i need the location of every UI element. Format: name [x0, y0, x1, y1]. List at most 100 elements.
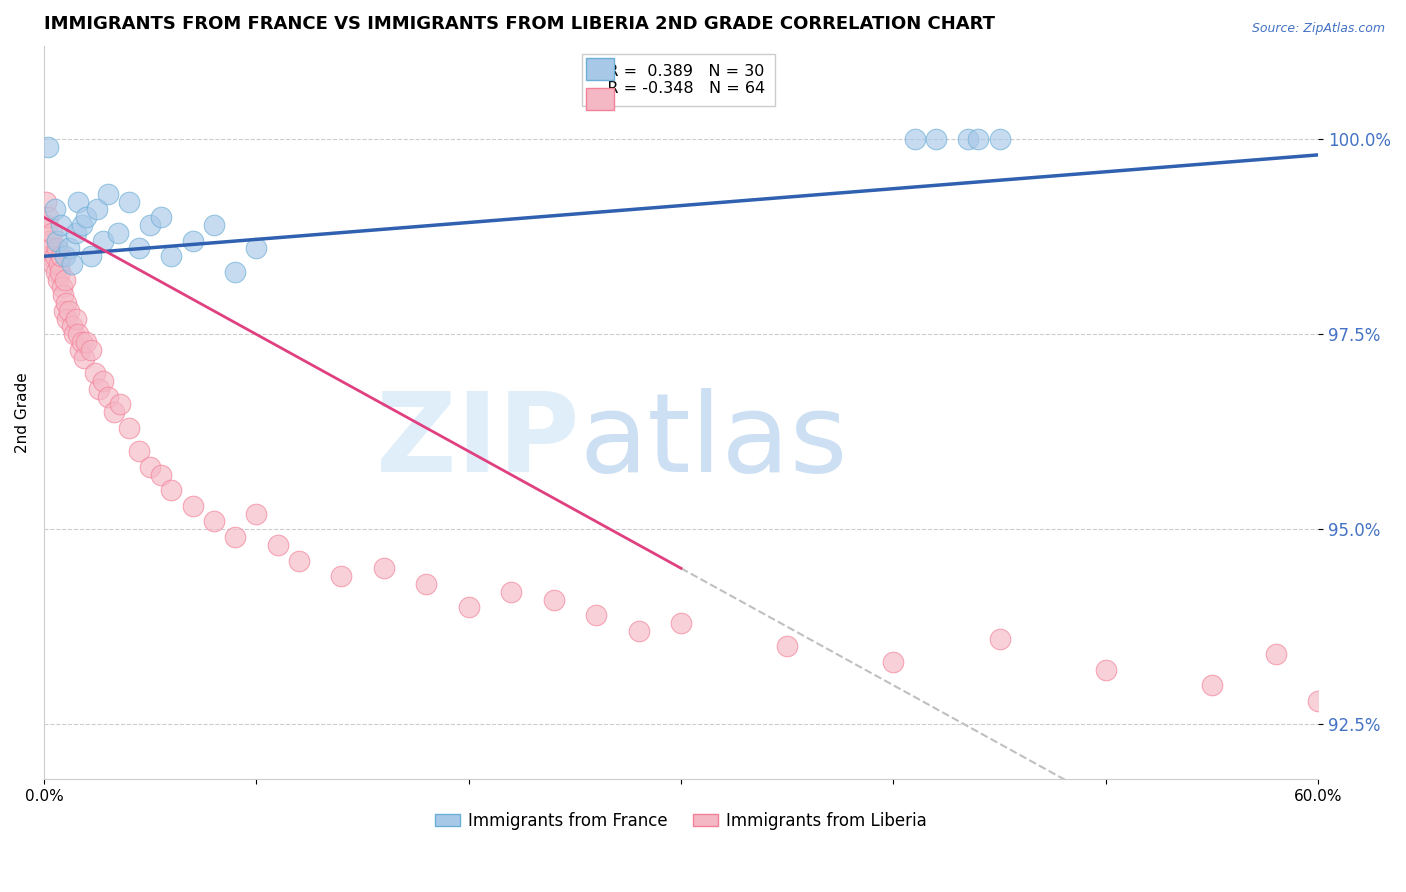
Point — [245, 507, 267, 521]
Point — [46, 273, 69, 287]
Point — [37, 211, 59, 225]
Point — [149, 211, 172, 225]
Point — [65, 311, 87, 326]
Point — [97, 390, 120, 404]
Point — [1201, 678, 1223, 692]
Point — [49, 265, 72, 279]
Point — [35, 218, 58, 232]
Point — [224, 530, 246, 544]
Point — [60, 319, 83, 334]
Point — [45, 234, 67, 248]
Point — [97, 186, 120, 201]
Point — [44, 249, 66, 263]
Point — [83, 366, 105, 380]
Text: ZIP: ZIP — [375, 388, 579, 495]
Point — [79, 249, 101, 263]
Point — [60, 257, 83, 271]
Point — [73, 351, 96, 365]
Point — [53, 273, 76, 287]
Point — [245, 242, 267, 256]
Point — [202, 218, 225, 232]
Legend: Immigrants from France, Immigrants from Liberia: Immigrants from France, Immigrants from … — [429, 805, 934, 837]
Point — [56, 311, 79, 326]
Point — [1308, 694, 1330, 708]
Point — [181, 499, 204, 513]
Point — [904, 132, 927, 146]
Point — [627, 624, 650, 638]
Point — [160, 249, 183, 263]
Point — [330, 569, 353, 583]
Point — [266, 538, 288, 552]
Point — [287, 553, 309, 567]
Point — [53, 249, 76, 263]
Text: IMMIGRANTS FROM FRANCE VS IMMIGRANTS FROM LIBERIA 2ND GRADE CORRELATION CHART: IMMIGRANTS FROM FRANCE VS IMMIGRANTS FRO… — [44, 15, 995, 33]
Point — [501, 584, 523, 599]
Point — [70, 335, 93, 350]
Point — [776, 640, 799, 654]
Point — [110, 397, 132, 411]
Point — [543, 592, 565, 607]
Point — [118, 421, 141, 435]
Point — [55, 296, 77, 310]
Point — [882, 655, 904, 669]
Point — [93, 374, 115, 388]
Point — [49, 249, 72, 263]
Point — [41, 226, 63, 240]
FancyBboxPatch shape — [585, 58, 613, 80]
Text: atlas: atlas — [579, 388, 848, 495]
Point — [70, 218, 93, 232]
Point — [49, 218, 72, 232]
Point — [1264, 647, 1286, 661]
Point — [44, 202, 66, 217]
Point — [139, 459, 162, 474]
Point — [128, 444, 150, 458]
Point — [118, 194, 141, 209]
Point — [37, 140, 59, 154]
Point — [75, 211, 97, 225]
Point — [53, 304, 76, 318]
Point — [35, 194, 58, 209]
Point — [51, 280, 73, 294]
Point — [181, 234, 204, 248]
Point — [42, 257, 65, 271]
Point — [373, 561, 395, 575]
Point — [39, 249, 62, 263]
Point — [66, 194, 89, 209]
Point — [58, 242, 80, 256]
Point — [160, 483, 183, 498]
Point — [66, 327, 89, 342]
Point — [128, 242, 150, 256]
Point — [38, 234, 60, 248]
Point — [967, 132, 990, 146]
Point — [79, 343, 101, 357]
Point — [45, 242, 67, 256]
Point — [107, 226, 129, 240]
Point — [415, 577, 437, 591]
Y-axis label: 2nd Grade: 2nd Grade — [15, 372, 30, 452]
Point — [1095, 663, 1118, 677]
Point — [988, 132, 1011, 146]
Point — [45, 265, 67, 279]
Point — [202, 515, 225, 529]
Point — [149, 467, 172, 482]
Point — [988, 632, 1011, 646]
Point — [93, 234, 115, 248]
Point — [457, 600, 479, 615]
Point — [103, 405, 125, 419]
Point — [52, 288, 75, 302]
Point — [956, 132, 979, 146]
Point — [58, 304, 80, 318]
Point — [75, 335, 97, 350]
Text: Source: ZipAtlas.com: Source: ZipAtlas.com — [1251, 22, 1385, 36]
Point — [139, 218, 162, 232]
Point — [65, 226, 87, 240]
FancyBboxPatch shape — [585, 88, 613, 111]
Point — [669, 615, 692, 630]
Point — [48, 257, 70, 271]
Point — [585, 608, 607, 623]
Point — [86, 202, 108, 217]
Point — [925, 132, 948, 146]
Point — [224, 265, 246, 279]
Point — [41, 242, 63, 256]
Point — [87, 382, 110, 396]
